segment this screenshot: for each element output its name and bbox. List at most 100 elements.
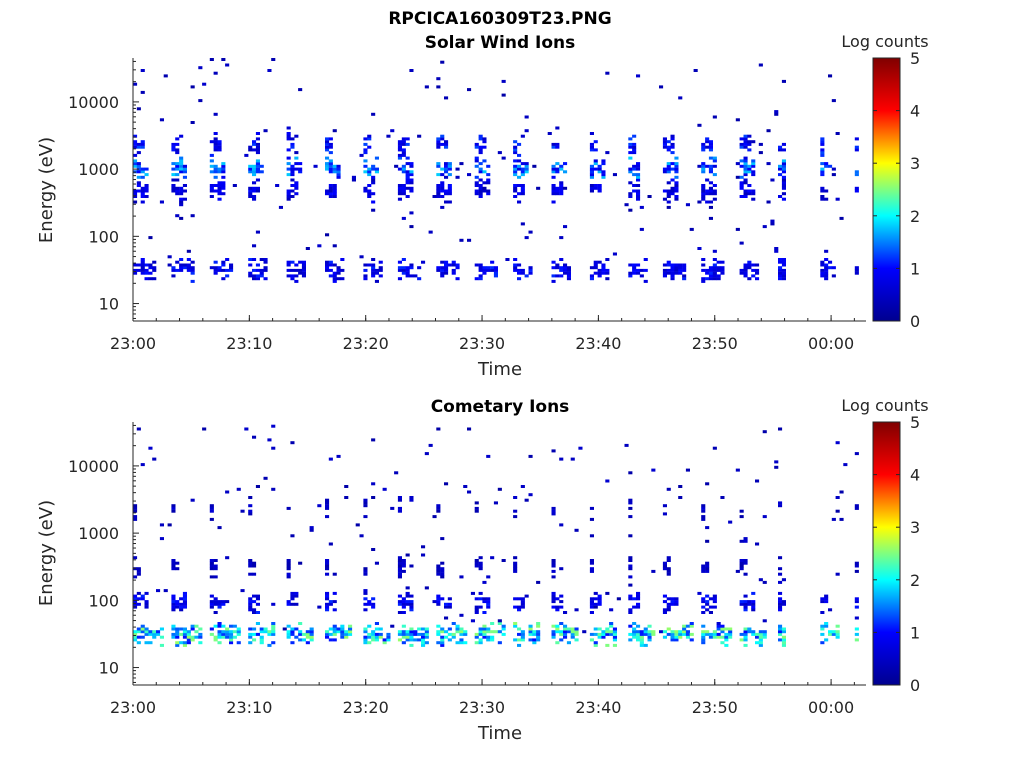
spectrogram-cell — [397, 156, 402, 160]
spectrogram-cell — [248, 641, 253, 645]
spectrogram-cell — [628, 274, 633, 278]
spectrogram-cell — [520, 600, 525, 604]
spectrogram-cell — [298, 632, 303, 636]
spectrogram-cell — [743, 268, 748, 272]
spectrogram-cell — [559, 258, 564, 261]
spectrogram-cell — [728, 630, 733, 634]
spectrogram-cell — [328, 167, 333, 171]
spectrogram-cell — [593, 167, 598, 171]
spectrogram-cell — [252, 189, 257, 193]
spectrogram-cell — [651, 569, 656, 573]
x-tick-label: 23:30 — [459, 334, 505, 353]
spectrogram-cell — [662, 140, 667, 144]
spectrogram-cell — [213, 559, 218, 562]
spectrogram-cell — [528, 627, 533, 631]
spectrogram-cell — [589, 173, 594, 177]
spectrogram-cell — [382, 641, 387, 645]
spectrogram-cell — [367, 134, 372, 138]
spectrogram-cell — [682, 627, 687, 631]
spectrogram-cell — [739, 142, 744, 146]
spectrogram-cell — [532, 638, 537, 642]
spectrogram-cell — [482, 137, 487, 141]
spectrogram-cell — [728, 635, 733, 639]
spectrogram-cell — [778, 271, 783, 275]
spectrogram-cell — [482, 611, 487, 614]
spectrogram-cell — [628, 151, 633, 155]
spectrogram-cell — [854, 600, 859, 604]
spectrogram-cell — [601, 266, 606, 270]
spectrogram-cell — [551, 564, 556, 568]
spectrogram-cell — [589, 559, 594, 562]
spectrogram-cell — [136, 151, 141, 155]
spectrogram-cell — [144, 277, 149, 281]
spectrogram-cell — [678, 263, 683, 267]
spectrogram-cell — [325, 156, 330, 160]
spectrogram-cell — [213, 567, 218, 571]
spectrogram-cell — [409, 630, 414, 634]
spectrogram-cell — [708, 271, 713, 275]
spectrogram-cell — [182, 600, 187, 604]
spectrogram-cell — [309, 632, 314, 636]
spectrogram-cell — [467, 490, 472, 494]
x-tick-label: 23:30 — [459, 698, 505, 717]
spectrogram-cell — [182, 266, 187, 270]
spectrogram-cell — [424, 630, 429, 634]
spectrogram-cell — [724, 643, 729, 647]
spectrogram-cell — [528, 638, 533, 642]
spectrogram-cell — [421, 643, 426, 647]
spectrogram-cell — [447, 184, 452, 187]
spectrogram-cell — [781, 277, 786, 281]
spectrogram-cell — [820, 597, 825, 601]
spectrogram-cell — [701, 263, 706, 267]
spectrogram-cell — [670, 142, 675, 146]
spectrogram-cell — [551, 184, 556, 187]
spectrogram-cell — [524, 594, 529, 598]
spectrogram-cell — [179, 641, 184, 645]
spectrogram-cell — [643, 258, 648, 261]
spectrogram-cell — [140, 635, 145, 639]
spectrogram-cell — [501, 79, 506, 83]
spectrogram-cell — [286, 189, 291, 193]
spectrogram-cell — [628, 564, 633, 568]
spectrogram-cell — [551, 186, 556, 190]
spectrogram-cell — [290, 167, 295, 171]
spectrogram-cell — [248, 572, 253, 576]
spectrogram-cell — [348, 624, 353, 628]
spectrogram-cell — [628, 583, 633, 587]
spectrogram-cell — [751, 632, 756, 636]
spectrogram-cell — [735, 468, 740, 472]
spectrogram-cell — [405, 142, 410, 146]
spectrogram-cell — [559, 266, 564, 270]
spectrogram-cell — [336, 167, 341, 171]
spectrogram-cell — [566, 641, 571, 645]
spectrogram-cell — [133, 195, 138, 198]
spectrogram-cell — [255, 268, 260, 272]
spectrogram-cell — [513, 605, 518, 609]
spectrogram-cell — [520, 186, 525, 190]
spectrogram-cell — [636, 74, 641, 78]
spectrogram-cell — [182, 627, 187, 631]
spectrogram-cell — [263, 627, 268, 631]
spectrogram-cell — [712, 249, 717, 253]
spectrogram-cell — [724, 632, 729, 636]
spectrogram-cell — [513, 159, 518, 163]
spectrogram-cell — [743, 627, 748, 631]
spectrogram-cell — [378, 260, 383, 264]
spectrogram-cell — [136, 164, 141, 168]
spectrogram-cell — [697, 247, 702, 250]
spectrogram-cell — [467, 238, 472, 242]
spectrogram-cell — [536, 624, 541, 628]
spectrogram-cell — [751, 602, 756, 606]
spectrogram-cell — [374, 627, 379, 631]
spectrogram-cell — [182, 591, 187, 595]
spectrogram-cell — [133, 575, 138, 579]
spectrogram-cell — [712, 173, 717, 177]
spectrogram-cell — [743, 159, 748, 163]
spectrogram-cell — [559, 457, 564, 461]
panel-title: Cometary Ions — [431, 397, 570, 417]
spectrogram-cell — [708, 148, 713, 152]
spectrogram-cell — [340, 635, 345, 639]
spectrogram-cell — [409, 173, 414, 177]
spectrogram-cell — [781, 186, 786, 190]
spectrogram-cell — [551, 192, 556, 196]
